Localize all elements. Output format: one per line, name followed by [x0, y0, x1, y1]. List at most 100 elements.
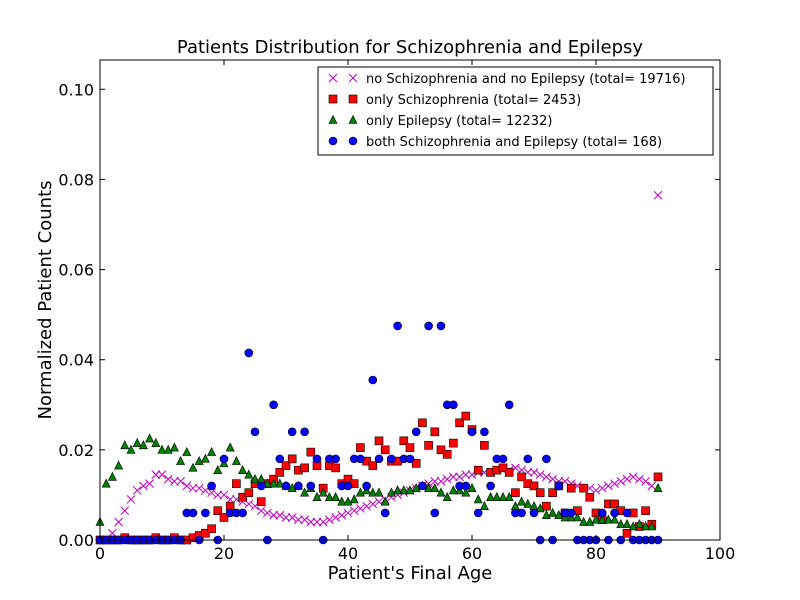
y-tick-label: 0.02: [58, 441, 94, 460]
data-point: [213, 464, 223, 474]
data-point: [294, 515, 303, 525]
data-point: [219, 513, 229, 522]
data-point: [473, 465, 483, 475]
data-point: [542, 501, 551, 511]
data-point: [653, 472, 663, 482]
data-point: [461, 470, 471, 480]
data-point: [188, 462, 198, 472]
data-point: [535, 488, 545, 497]
data-point: [554, 510, 564, 520]
data-point: [368, 375, 378, 385]
data-point: [455, 418, 464, 428]
data-point: [374, 487, 384, 497]
data-point: [604, 481, 613, 491]
data-point: [498, 492, 508, 501]
data-point: [399, 436, 409, 446]
data-point: [275, 510, 285, 520]
data-point: [306, 447, 316, 457]
data-point: [442, 492, 452, 501]
data-point: [368, 487, 378, 497]
x-tick-label: 100: [705, 544, 736, 563]
data-point: [535, 503, 545, 513]
legend-entry: both Schizophrenia and Epilepsy (total= …: [328, 135, 662, 150]
data-point: [238, 492, 247, 502]
data-point: [182, 446, 192, 456]
data-point: [424, 321, 433, 331]
data-point: [486, 492, 496, 501]
legend-marker: [348, 73, 358, 83]
data-point: [269, 478, 279, 488]
y-tick-label: 0.00: [58, 531, 94, 550]
data-point: [517, 496, 527, 506]
data-point: [107, 471, 117, 481]
data-point: [263, 508, 272, 518]
data-point: [182, 481, 192, 491]
data-point: [132, 486, 142, 495]
data-point: [430, 427, 440, 437]
data-point: [343, 481, 353, 491]
data-point: [331, 463, 340, 473]
data-point: [201, 508, 210, 518]
data-point: [603, 514, 613, 524]
data-point: [145, 433, 155, 443]
legend-marker: [328, 94, 338, 104]
data-point: [331, 513, 340, 522]
legend-marker: [348, 94, 358, 104]
data-point: [622, 508, 632, 518]
data-point: [275, 454, 285, 464]
data-point: [529, 481, 539, 491]
data-point: [610, 479, 619, 489]
data-point: [281, 481, 291, 491]
legend-marker: [328, 136, 338, 146]
data-point: [312, 454, 322, 464]
data-point: [256, 481, 266, 491]
data-point: [368, 499, 378, 509]
data-point: [256, 497, 266, 506]
data-point: [101, 478, 111, 488]
data-point: [213, 506, 223, 516]
data-point: [424, 482, 434, 492]
data-point: [132, 437, 142, 447]
data-point: [138, 440, 148, 450]
y-axis-label: Normalized Patient Counts: [35, 180, 56, 419]
data-point: [324, 492, 334, 501]
data-point: [480, 441, 489, 450]
data-point: [318, 487, 328, 497]
data-point: [312, 517, 322, 527]
x-tick-label: 0: [95, 544, 105, 563]
data-point: [479, 501, 489, 510]
data-point: [622, 528, 632, 538]
y-tick-label: 0.08: [58, 170, 94, 189]
data-point: [542, 454, 551, 464]
data-point: [368, 461, 378, 470]
x-tick-label: 40: [338, 544, 358, 563]
data-point: [442, 474, 452, 484]
data-point: [436, 477, 446, 486]
data-point: [145, 479, 154, 489]
data-point: [622, 474, 632, 484]
data-point: [486, 481, 495, 491]
data-point: [566, 483, 576, 493]
data-point: [579, 483, 588, 493]
data-point: [349, 506, 359, 516]
data-point: [653, 190, 663, 200]
data-point: [231, 455, 241, 465]
data-point: [337, 496, 347, 506]
data-point: [653, 482, 663, 492]
legend-entry: only Schizophrenia (total= 2453): [328, 93, 581, 108]
data-point: [331, 492, 341, 501]
data-point: [306, 517, 316, 527]
data-point: [306, 481, 316, 491]
plot-frame: [99, 59, 721, 541]
data-point: [219, 454, 229, 464]
data-point: [455, 472, 464, 482]
data-point: [430, 508, 440, 518]
data-point: [244, 348, 254, 358]
legend-box: [317, 66, 714, 156]
data-point: [207, 446, 217, 456]
data-point: [256, 473, 266, 483]
data-point: [610, 514, 620, 524]
data-point: [529, 468, 539, 477]
x-axis-label: Patient's Final Age: [328, 563, 493, 584]
